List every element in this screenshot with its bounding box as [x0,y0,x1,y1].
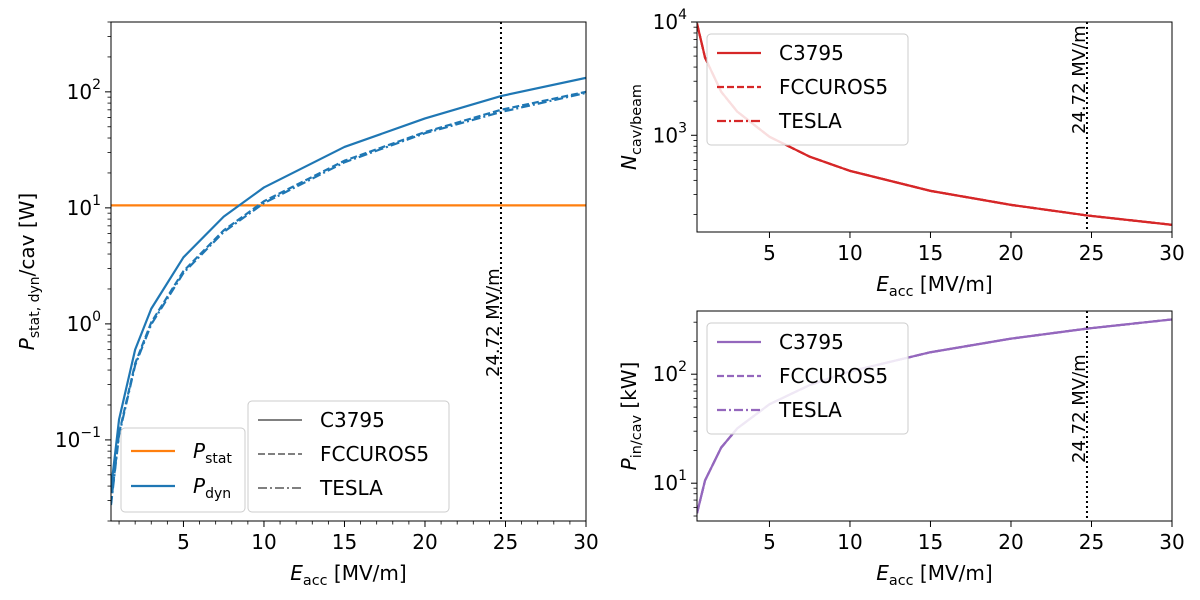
x-tick-label: 20 [998,530,1023,554]
y-tick-label: 101 [67,193,101,220]
legend-box [247,400,450,513]
legend-box [706,33,909,146]
x-tick-label: 5 [763,241,776,265]
x-tick-label: 30 [1159,241,1184,265]
legend-label: Pstat [193,439,232,467]
legend-label: C3795 [779,330,844,354]
legend-label: Pdyn [193,474,231,502]
y-tick-label: 102 [653,359,687,386]
legend-label: TESLA [778,109,842,133]
legend-label: FCCUROS5 [320,442,429,466]
x-tick-label: 20 [412,530,437,554]
plot-frame [110,21,587,522]
y-tick-label: 100 [67,309,101,336]
vline-label: 24.72 MV/m [483,268,504,377]
x-tick-label: 10 [837,241,862,265]
vline-label: 24.72 MV/m [1069,354,1090,463]
x-tick-label: 30 [573,530,598,554]
y-tick-label: 101 [653,468,687,495]
x-tick-label: 15 [918,241,943,265]
y-tick-label: 103 [653,120,687,147]
x-axis-label: Eacc [MV/m] [876,561,992,589]
series-group [111,76,586,506]
series-line-fccuros5 [111,90,586,504]
x-tick-label: 15 [918,530,943,554]
legend-label: C3795 [320,408,385,432]
y-tick-label: 10−1 [55,425,101,452]
x-tick-label: 20 [998,241,1023,265]
y-tick-label: 102 [67,77,101,104]
y-axis-label: Pstat, dyn/cav [W] [15,193,43,350]
x-axis-label: Eacc [MV/m] [290,561,406,589]
chart-bottom-right: 101 102 5 10 15 20 25 30 24.72 MV/m Eacc [MV/m] Pi… [617,310,1185,589]
legend-label: TESLA [319,476,383,500]
x-tick-label: 5 [177,530,190,554]
x-tick-label: 25 [1079,241,1104,265]
legend-label: FCCUROS5 [779,364,888,388]
y-axis-label: Pin/cav [kW] [617,362,645,471]
vline-label: 24.72 MV/m [1069,25,1090,134]
plot-frame [696,21,1173,233]
x-axis-label: Eacc [MV/m] [876,272,992,300]
y-tick-label: 104 [653,7,687,34]
x-tick-label: 10 [251,530,276,554]
x-tick-label: 10 [837,530,862,554]
x-tick-label: 15 [332,530,357,554]
legend-label: FCCUROS5 [779,75,888,99]
plot-frame [696,310,1173,522]
legend-box [120,427,246,513]
legend-label: C3795 [779,41,844,65]
x-tick-label: 5 [763,530,776,554]
x-tick-label: 25 [493,530,518,554]
legend-box [706,322,909,435]
x-tick-label: 25 [1079,530,1104,554]
series-line-tesla [697,318,1172,514]
x-tick-label: 30 [1159,530,1184,554]
series-line-c3795 [111,76,586,490]
y-axis-label: Ncav/beam [617,84,645,170]
chart-top-right: 103 104 5 10 15 20 25 30 24.72 MV/m Eacc [MV/m] Nc… [617,7,1185,300]
chart-left: 10−1 100 101 102 5 10 15 20 25 30 24.72 MV/m Eacc [… [15,21,599,589]
legend-label: TESLA [778,398,842,422]
